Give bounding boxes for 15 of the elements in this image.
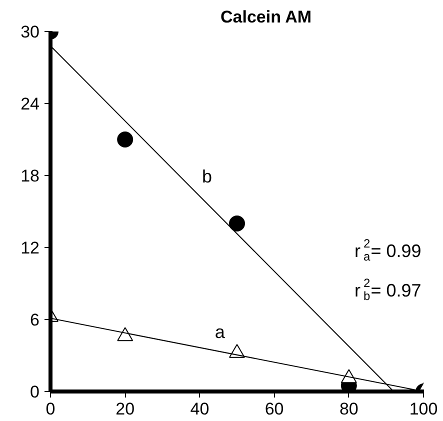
series-label: b [202, 166, 212, 187]
y-tick-label: 24 [20, 94, 40, 114]
y-tick-label: 30 [20, 22, 40, 42]
series-label: a [214, 322, 226, 342]
x-tick-label: 20 [116, 400, 135, 418]
x-tick-label: 40 [190, 400, 210, 418]
chart-title: Calcein AM [220, 8, 312, 26]
x-tick-label: 100 [409, 400, 438, 418]
y-tick-label: 6 [30, 310, 40, 330]
y-tick-label: 18 [20, 166, 40, 186]
x-tick-label: 60 [264, 400, 284, 418]
x-tick-label: 0 [46, 400, 56, 418]
x-tick-label: 80 [339, 400, 358, 418]
y-tick-label: 12 [20, 238, 40, 258]
y-tick-label: 0 [30, 382, 40, 402]
